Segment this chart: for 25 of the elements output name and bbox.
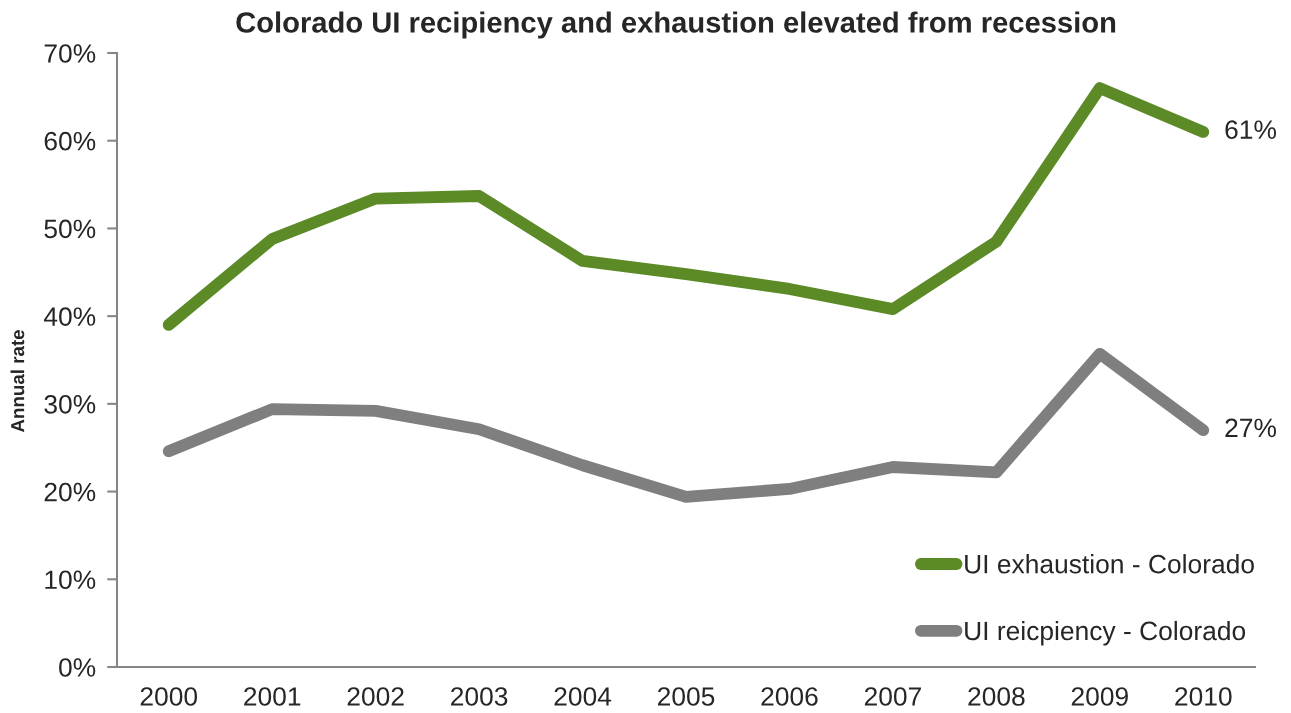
x-tick-label: 2003 [451,687,508,706]
y-tick-label: 10% [45,570,96,590]
data-label: 61% [1225,120,1276,140]
x-tick-label: 2008 [968,687,1025,706]
y-tick-label: 20% [44,482,96,502]
y-tick-label: 30% [44,394,96,414]
x-tick-label: 2004 [554,687,612,706]
x-tick-label: 2002 [347,687,404,706]
y-tick-label: 0% [59,658,96,677]
y-axis-title: Annual rate [10,330,25,433]
data-label: 27% [1225,418,1276,438]
x-tick-label: 2010 [1175,687,1232,706]
x-tick-label: 2005 [657,687,715,706]
y-tick-label: 40% [43,307,96,326]
y-tick-label: 60% [44,131,96,151]
x-tick-label: 2007 [864,687,921,706]
chart-title: Colorado UI recipiency and exhaustion elevated from recession [236,11,1116,39]
y-tick-label: 50% [44,219,96,239]
y-tick-label: 70% [44,44,96,63]
x-tick-label: 2006 [761,687,818,706]
legend-label: UI exhaustion - Colorado [965,554,1254,574]
x-tick-label: 2001 [244,687,301,706]
x-tick-label: 2000 [140,687,198,706]
legend-label: UI reicpiency - Colorado [965,620,1246,646]
x-tick-label: 2009 [1071,687,1128,706]
